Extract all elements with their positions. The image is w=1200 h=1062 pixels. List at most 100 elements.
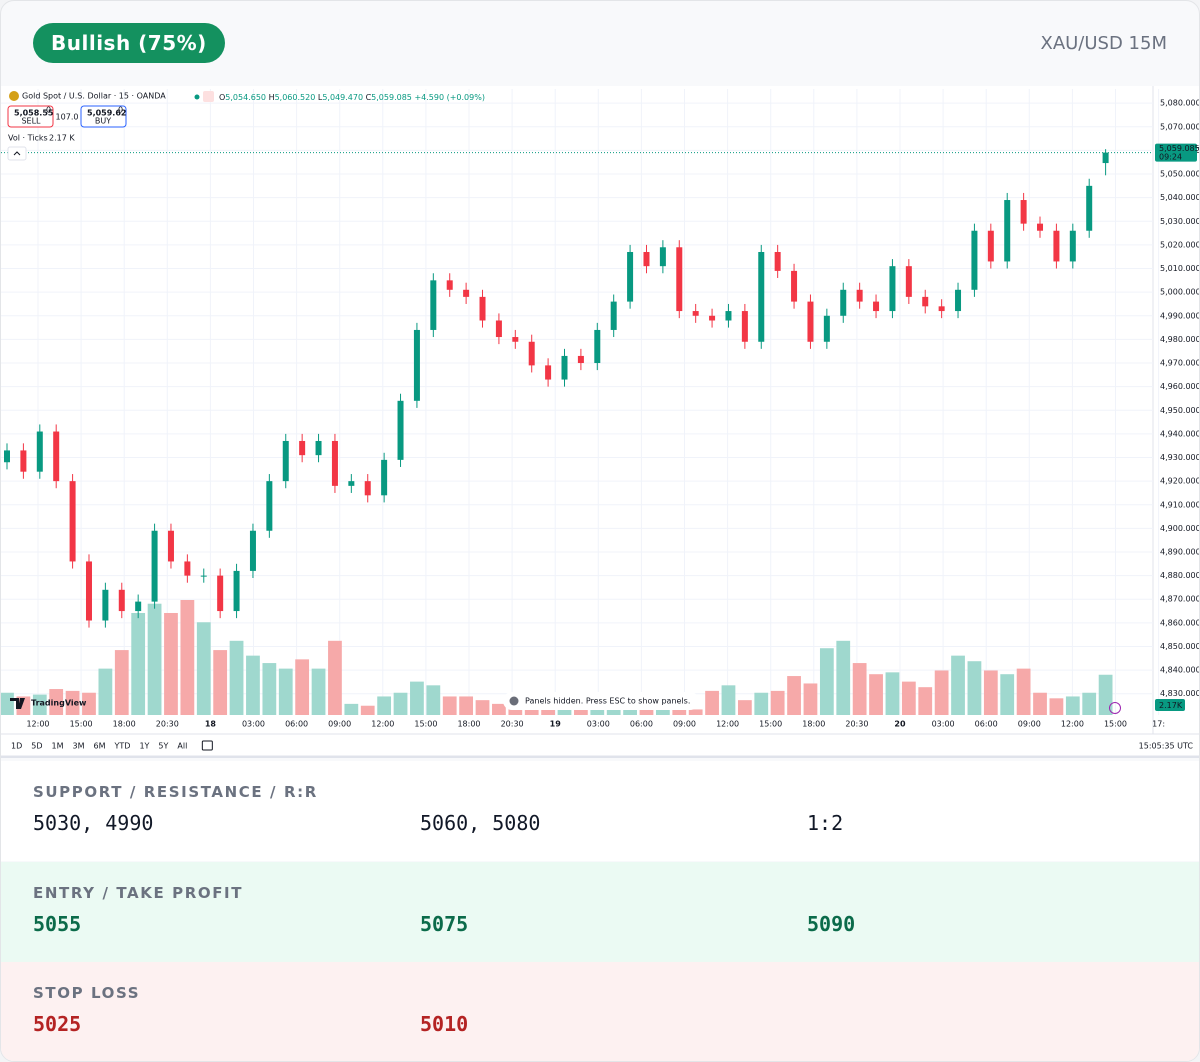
ohlc-key: O xyxy=(219,93,225,102)
volume-bar xyxy=(819,648,834,715)
candle-body xyxy=(659,247,666,267)
volume-bar xyxy=(295,659,310,715)
candle-body xyxy=(791,270,798,302)
x-tick-label: 06:00 xyxy=(285,720,308,729)
y-tick-label: 5,010.000 xyxy=(1160,264,1200,273)
x-tick-label: 18 xyxy=(205,720,217,729)
x-tick-label: 20:30 xyxy=(156,720,179,729)
candle-body xyxy=(987,230,994,262)
x-tick-label: 09:00 xyxy=(1018,720,1041,729)
candle-body xyxy=(1020,200,1027,224)
candle-body xyxy=(807,301,814,342)
chart: 4,830.000 4,840.000 4,850.000 4,860.000 4,87… xyxy=(1,86,1200,758)
last-price-label: 5,059.085 xyxy=(1159,144,1200,153)
volume-title: Vol · Ticks xyxy=(8,134,48,143)
y-tick-label: 4,980.000 xyxy=(1160,335,1200,344)
candle-body xyxy=(315,440,322,456)
last-volume: 2.17K xyxy=(1159,701,1183,710)
candle-body xyxy=(938,306,945,312)
analysis-section: ENTRY / TAKE PROFIT 5055 5075 5090 xyxy=(1,861,1199,962)
range-button[interactable]: YTD xyxy=(114,742,131,751)
volume-bar xyxy=(426,685,441,715)
candle-body xyxy=(282,440,289,482)
y-tick-label: 4,850.000 xyxy=(1160,642,1200,651)
candle-body xyxy=(381,459,388,496)
chip xyxy=(203,91,214,102)
spread: 107.0 xyxy=(56,113,79,122)
x-tick-label: 18:00 xyxy=(802,720,825,729)
volume-bar xyxy=(721,685,736,715)
y-tick-label: 4,990.000 xyxy=(1160,311,1200,320)
x-tick-label: 06:00 xyxy=(630,720,653,729)
range-button[interactable]: 5Y xyxy=(158,742,168,751)
range-button[interactable]: 1Y xyxy=(139,742,149,751)
y-tick-label: 4,860.000 xyxy=(1160,618,1200,627)
volume-bar xyxy=(1000,674,1015,715)
brand: TradingView xyxy=(31,699,87,708)
volume-bar xyxy=(459,696,474,715)
buy-price: 5,059.62 xyxy=(87,109,126,118)
countdown: 09:24 xyxy=(1159,153,1182,162)
candle-body xyxy=(889,266,896,312)
volume-bar xyxy=(147,603,162,715)
x-tick-label: 15:00 xyxy=(1104,720,1127,729)
volume-bar xyxy=(557,709,572,715)
volume-bar xyxy=(410,681,424,715)
symbol-icon xyxy=(9,91,19,101)
section-value: 5030, 4990 xyxy=(33,811,154,835)
volume-bar xyxy=(541,709,555,715)
sell-sup: 0 xyxy=(46,106,51,115)
candle-body xyxy=(200,575,207,577)
candle-body xyxy=(856,289,863,302)
range-button[interactable]: 1D xyxy=(11,742,22,751)
candle-body xyxy=(364,481,371,496)
x-tick-label: 20 xyxy=(894,720,906,729)
range-button[interactable]: 3M xyxy=(73,742,85,751)
replay-icon xyxy=(1109,702,1121,714)
range-button[interactable]: All xyxy=(177,742,187,751)
candle-body xyxy=(151,530,158,602)
x-tick-label: 09:00 xyxy=(328,720,351,729)
range-button[interactable]: 6M xyxy=(94,742,106,751)
candle-body xyxy=(1086,185,1093,231)
section-heading: STOP LOSS xyxy=(33,984,141,1002)
candle-body xyxy=(446,280,453,290)
range-button[interactable]: 1M xyxy=(52,742,64,751)
volume-bar xyxy=(655,709,670,715)
candle-body xyxy=(135,601,142,612)
last-price-box xyxy=(1155,143,1197,162)
candle-body xyxy=(528,341,535,366)
section-value: 5075 xyxy=(420,911,469,936)
range-button[interactable]: 5D xyxy=(31,742,42,751)
candle-body xyxy=(53,431,60,482)
volume-bar xyxy=(590,709,605,715)
market-dot xyxy=(194,94,200,100)
y-tick-label: 4,900.000 xyxy=(1160,524,1200,533)
x-tick-label: 18:00 xyxy=(113,720,136,729)
candle-body xyxy=(463,289,470,297)
section-value: 5010 xyxy=(420,1012,469,1036)
candle-body xyxy=(692,311,699,316)
y-tick-label: 4,890.000 xyxy=(1160,548,1200,557)
volume-bar xyxy=(737,700,752,715)
volume-bar xyxy=(114,650,129,715)
chart-title: Gold Spot / U.S. Dollar · 15 · OANDA xyxy=(22,92,166,101)
volume-bar xyxy=(918,687,933,715)
volume-bar xyxy=(49,689,64,715)
candle-body xyxy=(397,400,404,460)
x-tick-label: 17: xyxy=(1152,720,1165,729)
candle-body xyxy=(69,481,76,562)
volume-bar xyxy=(475,700,490,715)
volume-bar xyxy=(311,668,326,715)
candle-body xyxy=(610,301,617,330)
volume-bar xyxy=(606,709,621,715)
volume-bar xyxy=(623,709,637,715)
x-tick-label: 12:00 xyxy=(371,720,394,729)
candle-body xyxy=(85,561,92,621)
volume-bar xyxy=(278,668,293,715)
volume-bar xyxy=(1049,698,1064,715)
x-tick-label: 15:00 xyxy=(414,720,437,729)
y-tick-label: 4,910.000 xyxy=(1160,500,1200,509)
volume-bar xyxy=(246,655,260,715)
